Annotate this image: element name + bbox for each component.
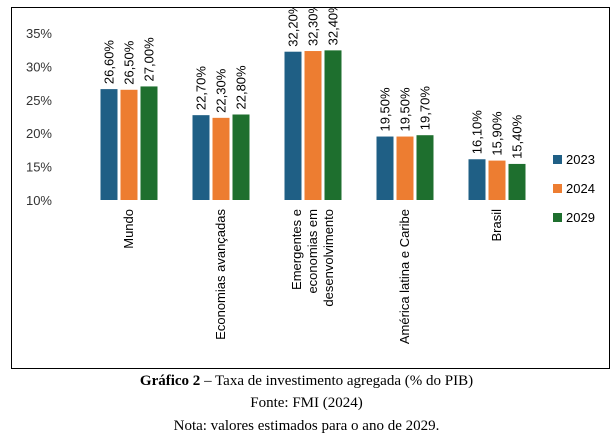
chart-frame: 10% 15% 20% 25% 30% 35% 26,60% 26,50% 27,00% Mund… (11, 7, 610, 369)
category-label-line: Mundo (121, 209, 136, 249)
data-label: 19,70% (418, 86, 433, 131)
data-label: 32,20% (286, 8, 301, 47)
data-label: 22,70% (194, 66, 209, 111)
data-label: 32,40% (326, 8, 341, 45)
bar-chart: 10% 15% 20% 25% 30% 35% 26,60% 26,50% 27,00% Mund… (26, 8, 595, 344)
category-label-line: Economias avançadas (213, 209, 228, 340)
figure-label: Gráfico 2 (139, 373, 201, 389)
bar (284, 51, 302, 201)
category-label: Mundo (121, 209, 136, 249)
category-label-line: América latina e Caribe (397, 209, 412, 344)
data-label: 22,30% (214, 68, 229, 113)
data-label: 22,80% (234, 65, 249, 110)
data-label: 27,00% (142, 37, 157, 82)
data-label: 16,10% (470, 110, 485, 155)
figure-source: Fonte: FMI (2024) (250, 395, 363, 411)
bar (120, 89, 138, 200)
y-tick-label: 30% (26, 59, 52, 74)
bar (100, 89, 118, 200)
category-label-line: Brasil (489, 209, 504, 242)
category-label-line: economias em (305, 209, 320, 294)
bar (192, 115, 210, 200)
data-label: 26,50% (122, 40, 137, 85)
bar (304, 51, 322, 201)
data-label: 15,90% (490, 111, 505, 156)
y-tick-label: 20% (26, 126, 52, 141)
bar (324, 50, 342, 201)
category-label: Brasil (489, 209, 504, 242)
category-label: Emergentes e economias em desenvolvimento (289, 209, 336, 307)
y-tick-label: 25% (26, 93, 52, 108)
legend-label: 2024 (566, 181, 595, 196)
figure-caption: Gráfico 2 – Taxa de investimento agregad… (0, 373, 613, 390)
legend-label: 2023 (566, 152, 595, 167)
category-label: Economias avançadas (213, 209, 228, 340)
bar (212, 117, 230, 200)
bar (508, 163, 526, 200)
data-label: 19,50% (398, 87, 413, 132)
legend-swatch (553, 155, 562, 164)
bar (396, 136, 414, 200)
legend-label: 2029 (566, 210, 595, 225)
legend-swatch (553, 184, 562, 193)
figure-note: Nota: valores estimados para o ano de 20… (173, 418, 440, 434)
bar (140, 86, 158, 200)
y-tick-label: 35% (26, 26, 52, 41)
bar (488, 160, 506, 200)
data-label: 15,40% (510, 114, 525, 159)
bar (232, 114, 250, 200)
category-label-line: desenvolvimento (321, 209, 336, 307)
y-tick-label: 10% (26, 193, 52, 208)
y-tick-label: 15% (26, 160, 52, 175)
bar (468, 159, 486, 200)
data-label: 32,30% (306, 8, 321, 46)
bar (416, 135, 434, 200)
legend-swatch (553, 213, 562, 222)
bar (376, 136, 394, 200)
category-label: América latina e Caribe (397, 209, 412, 344)
data-label: 26,60% (102, 40, 117, 85)
data-label: 19,50% (378, 87, 393, 132)
figure-title: – Taxa de investimento agregada (% do PI… (200, 373, 474, 389)
category-label-line: Emergentes e (289, 209, 304, 290)
